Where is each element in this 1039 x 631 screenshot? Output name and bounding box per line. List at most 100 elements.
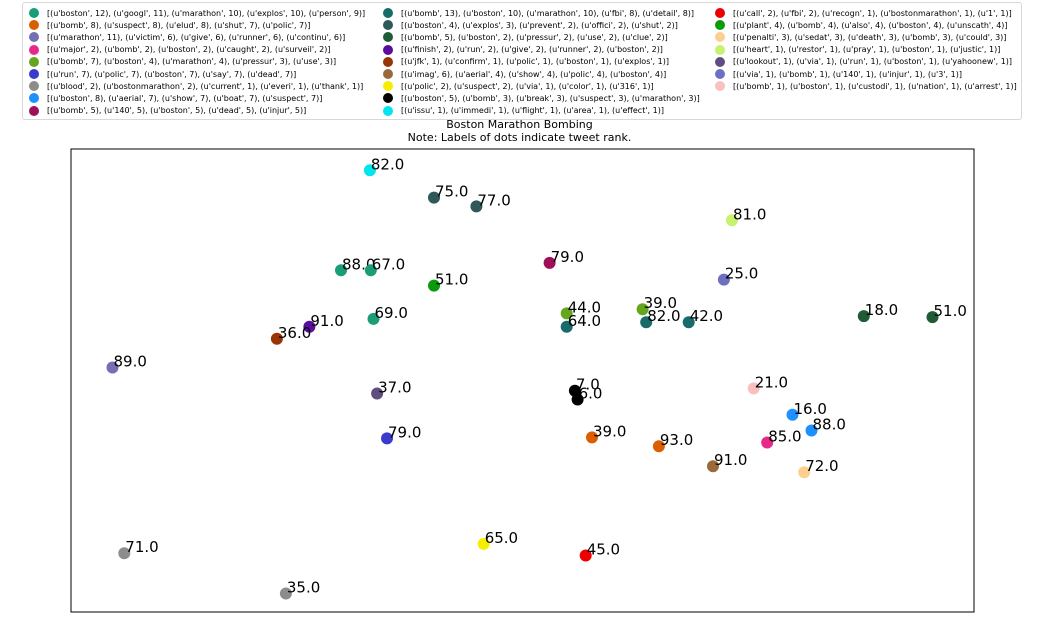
data-point: [371, 387, 384, 400]
legend-column: [(u'boston', 12), (u'googl', 11), (u'mar…: [29, 7, 365, 117]
data-point: [571, 393, 584, 406]
legend-swatch: [383, 8, 393, 19]
legend-swatch: [715, 69, 725, 80]
data-point: [652, 440, 665, 453]
legend-label: [(u'jfk', 1), (u'confirm', 1), (u'polic'…: [401, 57, 669, 67]
data-point: [303, 320, 316, 333]
legend-swatch: [29, 93, 39, 104]
data-point-label: 51.0: [435, 271, 468, 289]
data-point-label: 91.0: [714, 451, 747, 469]
legend-entry: [(u'bomb', 5), (u'boston', 2), (u'pressu…: [383, 31, 700, 43]
legend-entry: [(u'finish', 2), (u'run', 2), (u'give', …: [383, 44, 700, 56]
legend-swatch: [715, 44, 725, 55]
data-point: [926, 311, 939, 324]
data-point: [786, 408, 799, 421]
legend-swatch: [715, 81, 725, 92]
data-point: [381, 432, 393, 445]
legend-swatch: [383, 69, 393, 80]
legend-label: [(u'issu', 1), (u'immedi', 1), (u'flight…: [401, 106, 664, 116]
data-point-label: 93.0: [660, 431, 693, 449]
legend-label: [(u'bomb', 7), (u'boston', 4), (u'marath…: [47, 57, 337, 67]
legend-column: [(u'bomb', 13), (u'boston', 10), (u'mara…: [383, 7, 700, 117]
data-point: [707, 460, 719, 473]
data-point: [579, 549, 592, 562]
data-point: [470, 200, 483, 213]
data-point-label: 42.0: [690, 307, 723, 325]
legend-label: [(u'plant', 4), (u'bomb', 4), (u'also', …: [733, 20, 1008, 30]
data-point-label: 16.0: [794, 400, 827, 418]
legend-entry: [(u'imag', 6), (u'aerial', 4), (u'show',…: [383, 68, 700, 80]
data-point-label: 91.0: [310, 312, 343, 330]
legend-swatch: [383, 105, 393, 116]
legend-entry: [(u'bomb', 8), (u'suspect', 8), (u'elud'…: [29, 19, 365, 31]
legend-swatch: [383, 81, 393, 92]
legend-entry: [(u'issu', 1), (u'immedi', 1), (u'flight…: [383, 105, 700, 117]
data-point-label: 72.0: [805, 457, 838, 475]
data-point-label: 39.0: [644, 294, 677, 312]
legend-entry: [(u'boston', 4), (u'explos', 3), (u'prev…: [383, 19, 700, 31]
legend-label: [(u'bomb', 13), (u'boston', 10), (u'mara…: [401, 8, 695, 18]
data-point: [367, 312, 380, 325]
data-point: [543, 256, 556, 269]
legend-entry: [(u'bomb', 13), (u'boston', 10), (u'mara…: [383, 7, 700, 19]
legend-label: [(u'polic', 2), (u'suspect', 2), (u'via'…: [401, 81, 654, 91]
legend-swatch: [383, 32, 393, 43]
data-point-label: 82.0: [647, 307, 680, 325]
legend-entry: [(u'marathon', 11), (u'victim', 6), (u'g…: [29, 31, 365, 43]
legend-column: [(u'call', 2), (u'fbi', 2), (u'recogn', …: [715, 7, 1017, 92]
legend-label: [(u'penalti', 3), (u'sedat', 3), (u'deat…: [733, 32, 1007, 42]
legend-label: [(u'imag', 6), (u'aerial', 4), (u'show',…: [401, 69, 667, 79]
legend-label: [(u'run', 7), (u'polic', 7), (u'boston',…: [47, 69, 297, 79]
data-point-label: 67.0: [372, 255, 405, 273]
legend-swatch: [383, 93, 393, 104]
data-point: [747, 382, 760, 395]
data-point-label: 75.0: [435, 183, 468, 201]
data-point: [636, 303, 649, 316]
legend-entry: [(u'run', 7), (u'polic', 7), (u'boston',…: [29, 68, 365, 80]
legend-entry: [(u'boston', 12), (u'googl', 11), (u'mar…: [29, 7, 365, 19]
legend-entry: [(u'blood', 2), (u'bostonmarathon', 2), …: [29, 80, 365, 92]
data-point-label: 81.0: [733, 205, 766, 223]
legend-swatch: [29, 69, 39, 80]
data-point-label: 65.0: [485, 529, 518, 547]
data-point-label: 36.0: [278, 324, 311, 342]
data-point-label: 71.0: [125, 538, 158, 556]
legend-swatch: [29, 32, 39, 43]
data-point-label: 88.0: [813, 416, 846, 434]
data-point: [805, 424, 818, 437]
data-point-label: 25.0: [725, 265, 758, 283]
data-point: [428, 279, 440, 292]
data-point: [857, 310, 870, 323]
legend-label: [(u'bomb', 1), (u'boston', 1), (u'custod…: [733, 81, 1017, 91]
chart-title-block: Boston Marathon Bombing Note: Labels of …: [0, 118, 1039, 144]
data-point: [560, 307, 573, 320]
legend-entry: [(u'major', 2), (u'bomb', 2), (u'boston'…: [29, 44, 365, 56]
legend-label: [(u'bomb', 5), (u'boston', 2), (u'pressu…: [401, 32, 668, 42]
legend-entry: [(u'jfk', 1), (u'confirm', 1), (u'polic'…: [383, 56, 700, 68]
legend-entry: [(u'penalti', 3), (u'sedat', 3), (u'deat…: [715, 31, 1017, 43]
data-point: [335, 264, 347, 277]
data-point-label: 82.0: [371, 155, 404, 173]
legend-swatch: [29, 105, 39, 116]
legend-label: [(u'bomb', 8), (u'suspect', 8), (u'elud'…: [47, 20, 311, 30]
chart-subtitle: Note: Labels of dots indicate tweet rank…: [407, 131, 632, 144]
legend-swatch: [29, 81, 39, 92]
legend-entry: [(u'call', 2), (u'fbi', 2), (u'recogn', …: [715, 7, 1017, 19]
legend-entry: [(u'via', 1), (u'bomb', 1), (u'140', 1),…: [715, 68, 1017, 80]
legend-swatch: [715, 8, 725, 19]
data-point: [279, 587, 292, 600]
legend-swatch: [29, 56, 39, 67]
legend-entry: [(u'polic', 2), (u'suspect', 2), (u'via'…: [383, 80, 700, 92]
legend-label: [(u'call', 2), (u'fbi', 2), (u'recogn', …: [733, 8, 1012, 18]
legend-label: [(u'finish', 2), (u'run', 2), (u'give', …: [401, 45, 663, 55]
data-point: [761, 436, 774, 449]
legend-swatch: [715, 56, 725, 67]
legend-label: [(u'boston', 12), (u'googl', 11), (u'mar…: [47, 8, 366, 18]
legend-entry: [(u'bomb', 1), (u'boston', 1), (u'custod…: [715, 80, 1017, 92]
data-point-label: 37.0: [378, 379, 411, 397]
legend-entry: [(u'bomb', 7), (u'boston', 4), (u'marath…: [29, 56, 365, 68]
data-point-label: 18.0: [865, 301, 898, 319]
legend-entry: [(u'lookout', 1), (u'via', 1), (u'run', …: [715, 56, 1017, 68]
data-point: [798, 466, 811, 479]
